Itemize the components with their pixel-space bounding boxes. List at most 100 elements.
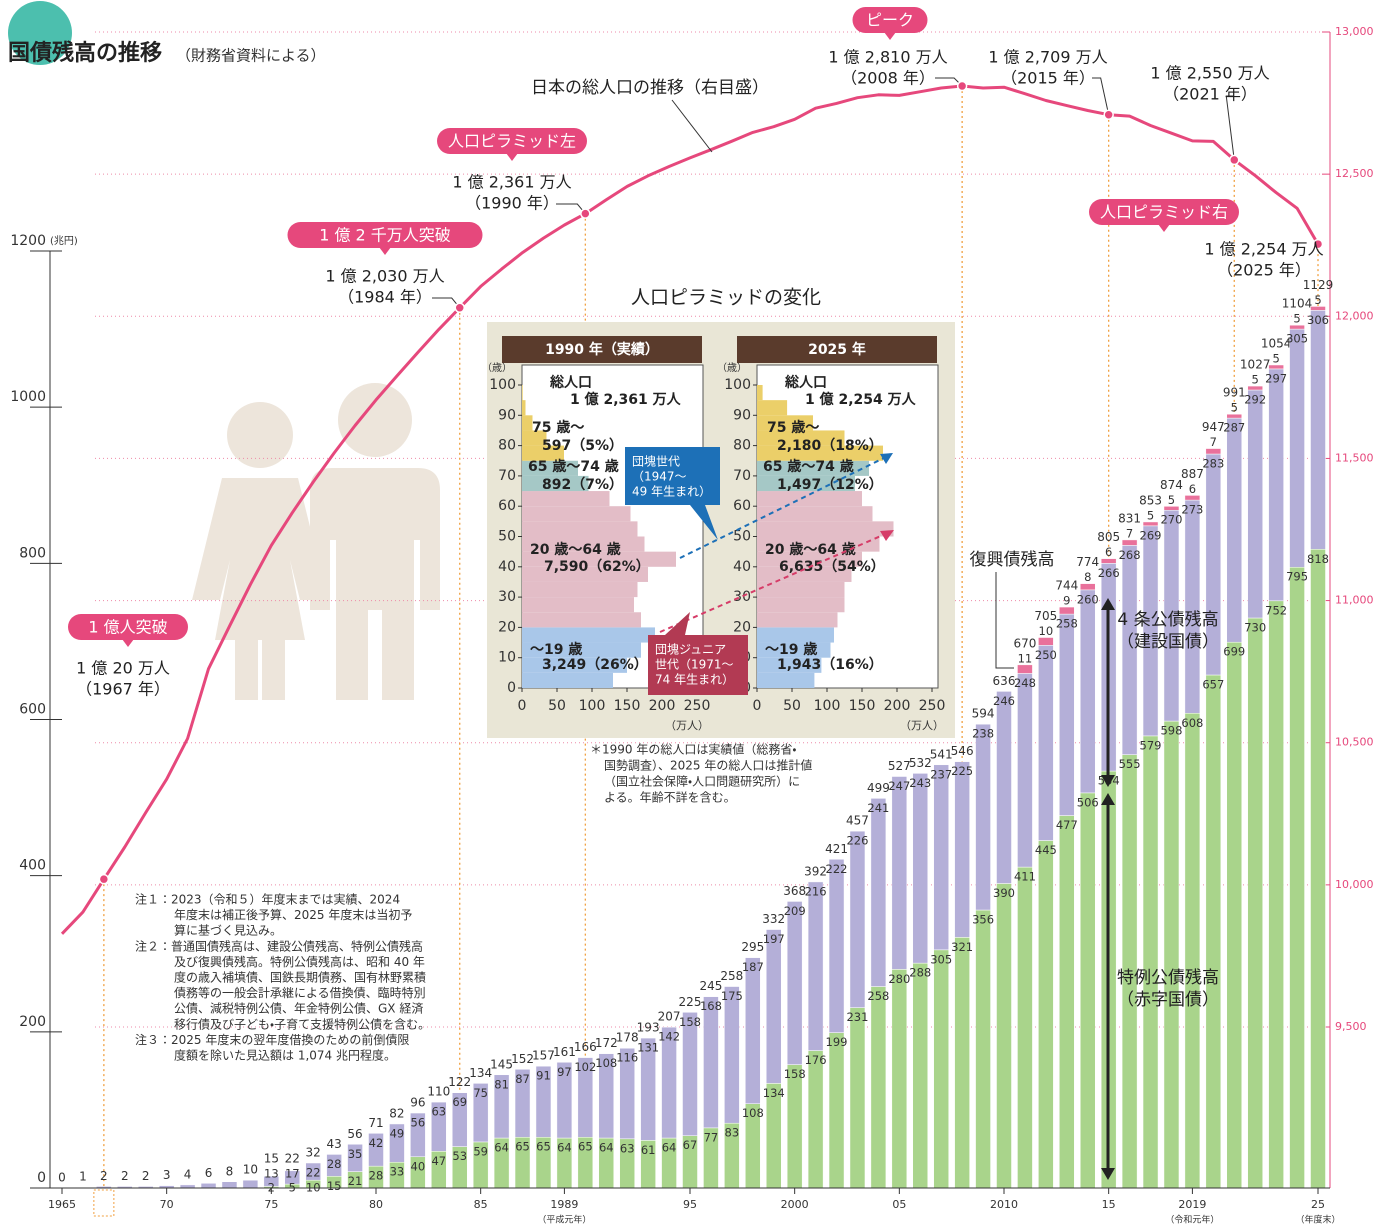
segment-label: 260 — [1077, 592, 1099, 606]
total-label: 546 — [951, 744, 974, 758]
bar-segment — [829, 859, 844, 1032]
bar-segment — [850, 1008, 865, 1188]
x-tick-label: 150 — [849, 698, 876, 714]
segment-label: 64 — [599, 1141, 614, 1155]
note-line: 移行債及び子ども・子育て支援特例公債を含む。 — [174, 1016, 430, 1031]
y-tick-label: 20 — [733, 619, 751, 635]
segment-label: 477 — [1056, 818, 1078, 832]
annotation-leader — [1226, 96, 1234, 160]
junior-callout: 団塊ジュニア — [655, 642, 726, 657]
segment-label: 390 — [993, 886, 1015, 900]
x-tick-label: 100 — [814, 698, 841, 714]
bar-segment — [222, 1182, 237, 1188]
segment-label: 56 — [411, 1116, 426, 1130]
bar-segment — [1164, 721, 1179, 1188]
annotation-text: （2015 年） — [1001, 69, 1095, 88]
bar-segment — [1227, 414, 1242, 418]
segment-label: 5 — [1168, 493, 1175, 507]
series-label: 4 条公債残高 — [1117, 610, 1218, 630]
x-tick-label: 1989 — [550, 1198, 578, 1211]
note-line: 度の歳入補填債、国鉄長期債務、国有林野累積 — [174, 970, 426, 985]
segment-label: 116 — [616, 1051, 638, 1065]
segment-label: 61 — [641, 1143, 656, 1157]
bar-segment — [892, 777, 907, 970]
y2-tick-label: 12,000 — [1335, 309, 1374, 322]
segment-label: 222 — [826, 862, 848, 876]
total-label: 96 — [410, 1096, 425, 1110]
x-tick-label: 0 — [753, 698, 762, 714]
x-tick-label: 200 — [884, 698, 911, 714]
bar-segment — [934, 765, 949, 950]
dankai-callout: 団塊世代 — [632, 454, 680, 469]
note-line: 注１：2023（令和５）年度末までは実績、2024 — [135, 892, 400, 907]
segment-label: 9 — [1063, 594, 1070, 608]
segment-label: 445 — [1035, 843, 1057, 857]
y-tick-label: 10 — [498, 650, 516, 666]
bar-segment — [662, 1027, 677, 1138]
segment-label: 69 — [452, 1095, 467, 1109]
segment-label: 64 — [557, 1141, 572, 1155]
annotation-text: （2021 年） — [1163, 85, 1257, 104]
annotation-point — [99, 875, 108, 884]
y2-tick-label: 12,500 — [1335, 167, 1374, 180]
y-tick-label: 100 — [724, 377, 751, 393]
bar-segment — [1269, 369, 1284, 601]
panel-title: 1990 年（実績） — [545, 341, 659, 358]
y-tick-label: 70 — [498, 468, 516, 484]
annotation-text: 1 億 2,361 万人 — [452, 173, 571, 192]
segment-label: 22 — [306, 1166, 321, 1180]
segment-label: 53 — [452, 1149, 467, 1163]
segment-label: 65 — [536, 1140, 551, 1154]
total-label: 15 — [264, 1152, 279, 1166]
segment-label: 269 — [1140, 528, 1162, 542]
segment-label: 142 — [658, 1030, 680, 1044]
bar-segment — [976, 910, 991, 1188]
segment-label: 35 — [348, 1147, 363, 1161]
y-tick-label: 90 — [733, 407, 751, 423]
bar-segment — [934, 950, 949, 1188]
segment-label: 209 — [784, 904, 806, 918]
segment-label: 411 — [1014, 870, 1036, 884]
pyramid-bar — [522, 400, 526, 415]
y-tick-label: 80 — [733, 438, 751, 454]
bar-segment — [1080, 584, 1095, 590]
bar-segment — [1017, 673, 1032, 867]
note-line: 注２：普通国債残高は、建設公債残高、特例公債残高 — [135, 938, 423, 953]
annotation-text: 1 億 20 万人 — [76, 659, 170, 678]
segment-label: 42 — [369, 1136, 384, 1150]
series-sublabel: （建設国債） — [1117, 632, 1219, 652]
total-label: 670 — [1013, 636, 1036, 650]
pyramid-annotation: 75 歳〜 — [532, 419, 584, 436]
total-label: 805 — [1097, 530, 1120, 544]
total-label: 457 — [846, 814, 869, 828]
segment-label: 64 — [662, 1141, 677, 1155]
annotation-point — [1230, 155, 1239, 164]
segment-label: 608 — [1181, 716, 1203, 730]
total-label: 636 — [993, 674, 1016, 688]
y-tick-label: 0 — [507, 680, 516, 696]
segment-label: 258 — [867, 989, 889, 1003]
pyramid-bar — [757, 673, 814, 688]
total-label: 705 — [1034, 609, 1057, 623]
y-tick-label: 60 — [733, 498, 751, 514]
bar-segment — [1290, 567, 1305, 1188]
y-tick-label: 400 — [19, 858, 46, 874]
segment-label: 59 — [473, 1144, 488, 1158]
pyramid-annotation: 65 歳〜74 歳 — [763, 458, 854, 475]
segment-label: 818 — [1307, 552, 1329, 566]
segment-label: 65 — [515, 1140, 530, 1154]
segment-label: 175 — [721, 989, 743, 1003]
segment-label: 33 — [390, 1165, 405, 1179]
x-tick-label: 2010 — [990, 1198, 1018, 1211]
pyramid-bar — [522, 415, 533, 430]
pyramid-bar — [757, 506, 873, 521]
note-line: 年度末は補正後予算、2025 年度末は当初予 — [174, 907, 412, 922]
annotation-text: （2008 年） — [841, 69, 935, 88]
bar-segment — [1080, 793, 1095, 1188]
total-label: 122 — [448, 1075, 471, 1089]
segment-label: 283 — [1202, 457, 1224, 471]
segment-label: 17 — [285, 1167, 300, 1181]
bar-segment — [1122, 540, 1137, 545]
annotation-text: （1967 年） — [76, 680, 170, 699]
segment-label: 506 — [1077, 795, 1099, 809]
